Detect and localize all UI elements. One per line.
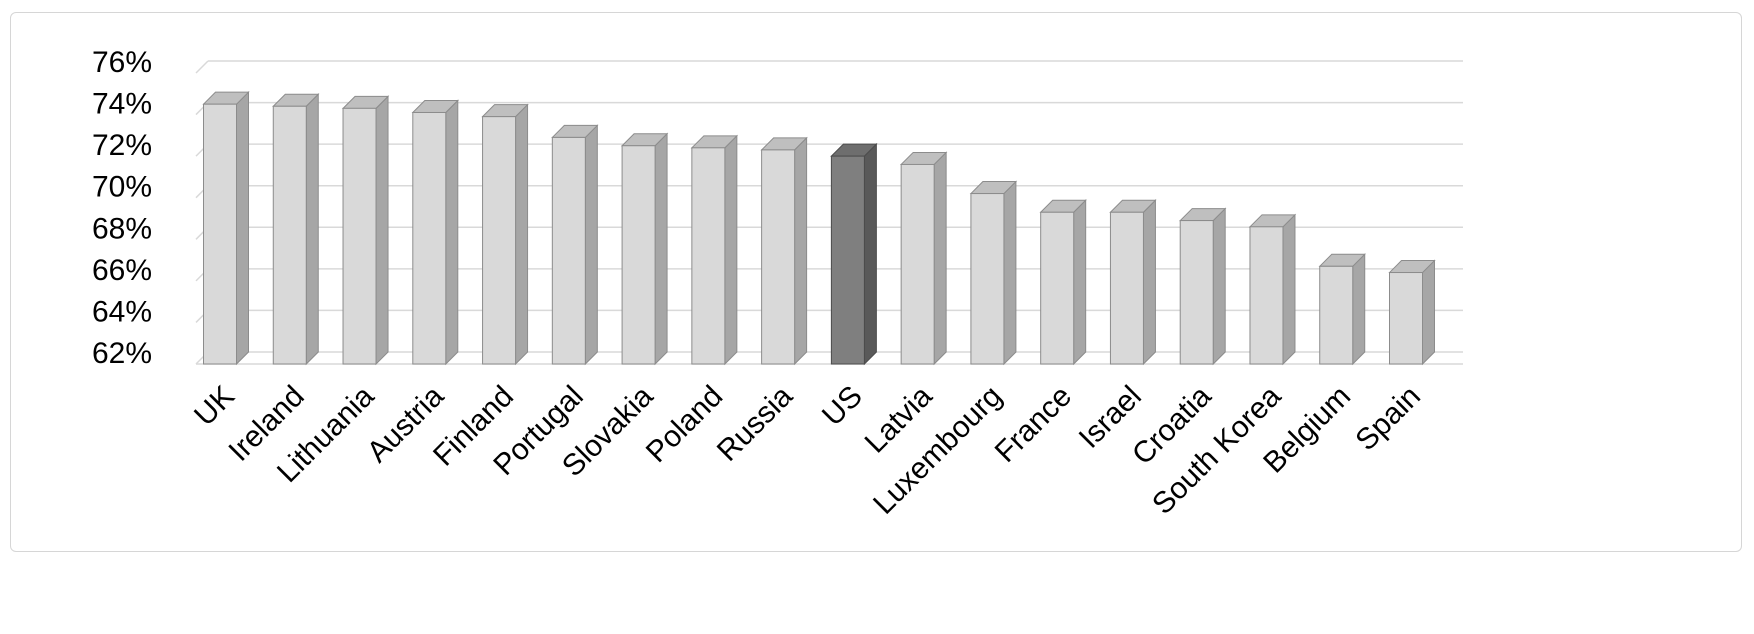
- bar-front: [900, 163, 935, 365]
- bar-front: [691, 147, 726, 365]
- bar-chart-canvas: 62%64%66%68%70%72%74%76%UKIrelandLithuan…: [92, 46, 1463, 521]
- y-tick-label: 68%: [92, 212, 152, 245]
- bar-side: [794, 136, 808, 366]
- bar-front: [482, 116, 517, 365]
- bar-front: [1040, 211, 1075, 365]
- bar-side: [1142, 199, 1156, 366]
- category-label: Spain: [1349, 380, 1427, 458]
- y-tick-label: 64%: [92, 295, 152, 328]
- bar-front: [551, 136, 586, 365]
- category-label: Russia: [711, 379, 799, 467]
- y-tick-label: 66%: [92, 254, 152, 287]
- y-tick-label: 70%: [92, 171, 152, 204]
- bar-side: [515, 103, 529, 366]
- bar-side: [933, 151, 947, 366]
- y-tick-label: 74%: [92, 88, 152, 121]
- chart-frame: 62% 64% 66% 68% 70% 72% 74% 76% UK Ireland Lithuan…: [10, 12, 1742, 552]
- bar-side: [1352, 253, 1366, 366]
- bar-front: [1389, 272, 1423, 365]
- category-label: UK: [188, 380, 241, 433]
- bar-side: [375, 95, 389, 366]
- bar-side: [1003, 180, 1017, 366]
- bar-front: [412, 111, 447, 365]
- bar-side: [445, 99, 459, 366]
- bar-front: [342, 107, 377, 365]
- bar-side: [1422, 259, 1435, 366]
- bar-front-highlight: [830, 155, 865, 365]
- bar-side: [305, 93, 319, 366]
- bar-front: [970, 193, 1005, 365]
- bar-front: [1319, 265, 1354, 365]
- category-label: US: [816, 380, 869, 433]
- y-tick-label: 76%: [92, 46, 152, 79]
- bar-side: [654, 132, 668, 366]
- category-label: Poland: [640, 380, 729, 469]
- bar-side-highlight: [863, 142, 877, 366]
- bar-side: [1073, 199, 1087, 366]
- gridline-left-diagonal: [195, 60, 209, 74]
- bar-front: [1179, 220, 1214, 365]
- bar-side: [236, 90, 249, 366]
- y-tick-label: 62%: [92, 337, 152, 370]
- bar-front: [203, 103, 237, 365]
- bar-side: [1212, 207, 1226, 366]
- bar-side: [584, 124, 598, 366]
- bar-front: [1109, 211, 1144, 365]
- bar-front: [761, 149, 796, 365]
- bar-side: [1282, 213, 1296, 366]
- bar-side: [724, 134, 738, 366]
- bar-front: [621, 145, 656, 365]
- y-tick-label: 72%: [92, 129, 152, 162]
- category-label: France: [989, 380, 1078, 469]
- bar-front: [1249, 226, 1284, 365]
- bar-front: [272, 105, 307, 365]
